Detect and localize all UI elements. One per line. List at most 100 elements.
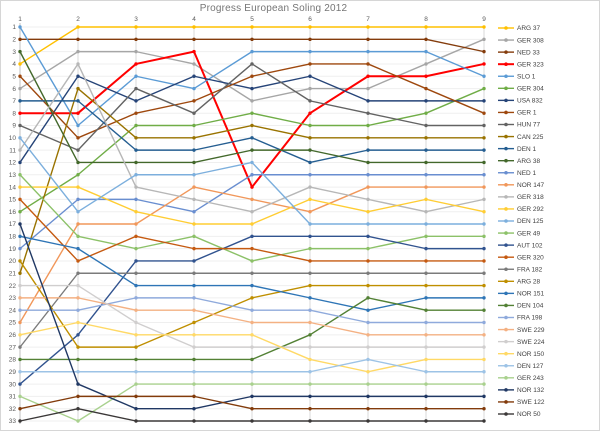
legend-swatch-dot [504,303,508,308]
data-point [366,86,370,91]
legend-swatch-dot [504,255,508,259]
y-tick-label: 17 [9,221,17,228]
data-point [366,197,370,202]
legend-swatch-dot [504,400,508,404]
legend-item-label: DEN 104 [517,303,544,310]
data-point [134,99,138,103]
data-point [134,25,138,29]
data-point [482,99,486,103]
legend-item-label: GER 292 [517,206,544,213]
x-tick-label: 5 [250,16,254,23]
data-point [482,222,486,226]
data-point [76,333,80,337]
data-point [250,148,254,152]
legend-item-label: HUN 77 [517,122,541,129]
data-point [18,345,22,349]
data-point [482,333,486,337]
data-point [366,234,370,239]
legend-item-label: NOR 50 [517,411,541,418]
legend-item-label: GER 323 [517,61,544,68]
data-point [250,419,254,423]
data-point [250,160,254,165]
data-point [18,234,22,239]
data-point [424,209,428,214]
data-point [192,99,196,103]
data-point [18,394,22,399]
data-point [482,74,486,78]
data-point [424,25,428,29]
data-point [482,234,486,239]
data-point [18,333,22,337]
y-tick-label: 16 [9,209,17,216]
data-point [424,160,428,165]
data-point [366,136,370,140]
data-point [308,197,312,202]
data-point [76,197,80,202]
data-point [482,246,486,251]
data-point [76,49,80,54]
legend-item-label: USA 832 [517,98,543,105]
data-point [76,320,80,325]
data-point [482,209,486,214]
data-point [250,296,254,300]
y-tick-label: 8 [12,110,16,117]
legend-item-label: GER 304 [517,86,544,93]
y-tick-label: 12 [9,160,17,167]
data-point [424,382,428,386]
y-tick-label: 33 [9,418,17,425]
data-point [192,136,196,140]
data-point [250,271,254,275]
data-point [76,419,80,423]
y-tick-label: 18 [9,234,17,241]
data-point [308,49,312,54]
legend-swatch-dot [504,158,508,163]
data-point [308,173,312,177]
data-point [192,419,196,423]
data-point [308,271,312,275]
data-point [76,308,80,312]
legend-swatch-dot [504,50,508,54]
data-point [18,357,22,362]
legend-swatch-dot [504,74,508,79]
data-point [18,197,22,202]
data-point [424,406,428,411]
data-point [482,37,486,42]
data-point [424,259,428,263]
data-point [134,136,138,140]
x-tick-label: 4 [192,16,196,23]
data-point [134,160,138,165]
data-point [76,123,80,128]
data-point [250,62,254,66]
y-tick-label: 25 [9,320,17,327]
legend-swatch-dot [504,339,508,344]
y-tick-label: 31 [9,394,17,401]
data-point [366,357,370,362]
data-point [18,49,22,54]
data-point [192,74,196,78]
data-point [250,357,254,362]
legend-swatch-dot [504,38,508,42]
data-point [250,49,254,54]
data-point [366,419,370,423]
legend-item-label: DEN 1 [517,146,537,153]
y-tick-label: 2 [12,37,16,44]
legend-swatch-dot [504,98,508,103]
data-point [76,271,80,275]
data-point [366,333,370,337]
legend-swatch-dot [504,86,508,91]
data-point [192,25,196,29]
data-point [18,185,22,189]
data-point [308,370,312,374]
data-point [134,234,138,239]
data-point [482,259,486,263]
data-point [192,283,196,288]
data-point [308,160,312,165]
data-point [308,62,312,66]
data-point [366,406,370,411]
data-point [366,394,370,399]
data-point [250,382,254,386]
data-point [482,160,486,165]
legend-item-label: GER 243 [517,375,544,382]
data-point [308,296,312,300]
data-point [134,271,138,275]
